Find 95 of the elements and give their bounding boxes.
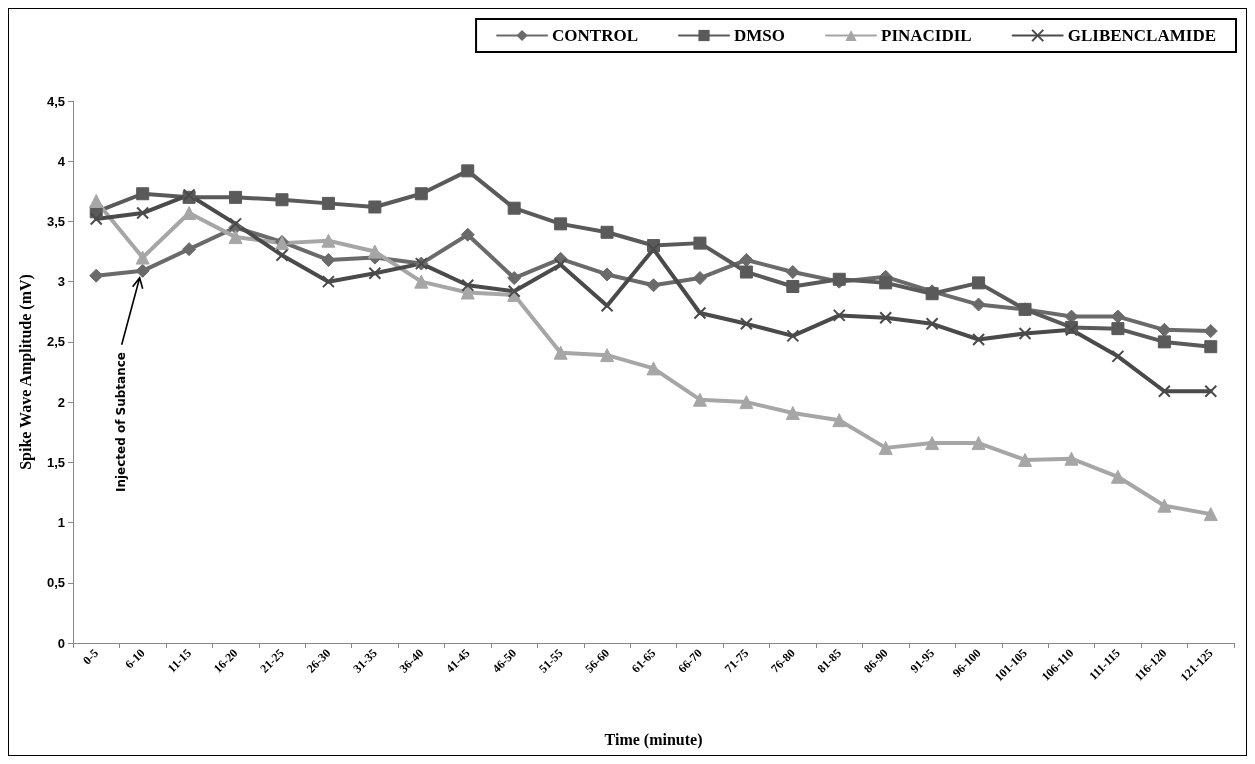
point <box>1157 335 1171 349</box>
point <box>507 201 521 215</box>
point <box>1018 452 1033 467</box>
point <box>229 217 243 231</box>
legend-label: DMSO <box>734 26 786 45</box>
point <box>971 436 986 451</box>
point <box>321 196 335 210</box>
y-tick-label: 3,5 <box>46 213 65 229</box>
legend-label: PINACIDIL <box>881 26 972 45</box>
point <box>89 268 104 283</box>
point <box>1064 451 1079 466</box>
y-tick-label: 2,5 <box>46 334 65 350</box>
point <box>321 252 336 267</box>
point <box>367 244 382 259</box>
point <box>1204 384 1218 398</box>
point <box>228 230 243 245</box>
point <box>135 263 150 278</box>
point <box>972 276 986 290</box>
y-tick-label: 1 <box>57 515 65 531</box>
point <box>600 267 615 282</box>
point <box>460 285 475 300</box>
point <box>878 440 893 455</box>
point <box>461 164 475 178</box>
point <box>1111 322 1125 336</box>
point <box>972 332 986 346</box>
point <box>1110 309 1125 324</box>
point <box>275 193 289 207</box>
point <box>785 265 800 280</box>
legend-label: CONTROL <box>552 26 639 45</box>
point <box>275 248 289 262</box>
point <box>1157 384 1171 398</box>
y-tick-label: 4,5 <box>46 93 65 109</box>
point <box>554 258 568 272</box>
x-tick-label: 0-5 <box>79 646 102 668</box>
point <box>600 348 615 363</box>
point <box>785 405 800 420</box>
point <box>321 275 335 289</box>
point <box>321 233 336 248</box>
point <box>1157 498 1172 513</box>
x-tick-label: 6-10 <box>122 646 148 672</box>
point <box>739 395 754 410</box>
point <box>182 206 197 221</box>
y-tick-label: 2 <box>57 394 65 410</box>
point <box>229 190 243 204</box>
point <box>554 217 568 231</box>
point <box>1203 507 1218 522</box>
point <box>786 329 800 343</box>
point <box>553 345 568 360</box>
point <box>1157 322 1172 337</box>
point <box>460 227 475 242</box>
point <box>135 250 150 265</box>
annotation: Injected of Subtance <box>113 351 128 492</box>
point <box>1018 326 1032 340</box>
point <box>739 252 754 267</box>
point <box>89 212 103 226</box>
y-tick-label: 0 <box>57 635 65 651</box>
point <box>971 297 986 312</box>
point <box>879 311 893 325</box>
point <box>739 317 753 331</box>
point <box>879 276 893 290</box>
y-tick-label: 3 <box>57 274 65 290</box>
point <box>832 413 847 428</box>
y-tick-label: 0,5 <box>46 575 65 591</box>
point <box>693 236 707 250</box>
y-axis-title: Spike Wave Amplitude (mV) <box>16 274 35 470</box>
point <box>414 187 428 201</box>
point <box>1204 340 1218 354</box>
point <box>600 225 614 239</box>
point <box>1203 324 1218 339</box>
point <box>507 271 522 286</box>
point <box>693 306 707 320</box>
point <box>1110 469 1125 484</box>
point <box>832 308 846 322</box>
point <box>786 279 800 293</box>
point <box>89 193 104 208</box>
point <box>136 187 150 201</box>
point <box>414 274 429 289</box>
y-tick-label: 1,5 <box>46 454 65 470</box>
point <box>1111 349 1125 363</box>
legend-label: GLIBENCLAMIDE <box>1067 26 1217 45</box>
point <box>368 200 382 214</box>
x-axis-title: Time (minute) <box>604 730 703 749</box>
point <box>925 317 939 331</box>
point <box>136 206 150 220</box>
point <box>368 266 382 280</box>
point <box>646 278 661 293</box>
point <box>692 392 707 407</box>
point <box>182 242 197 257</box>
point <box>692 271 707 286</box>
point <box>646 361 661 376</box>
point <box>739 265 753 279</box>
point <box>925 436 940 451</box>
point <box>507 284 521 298</box>
y-tick-label: 4 <box>57 153 66 169</box>
point <box>461 278 475 292</box>
